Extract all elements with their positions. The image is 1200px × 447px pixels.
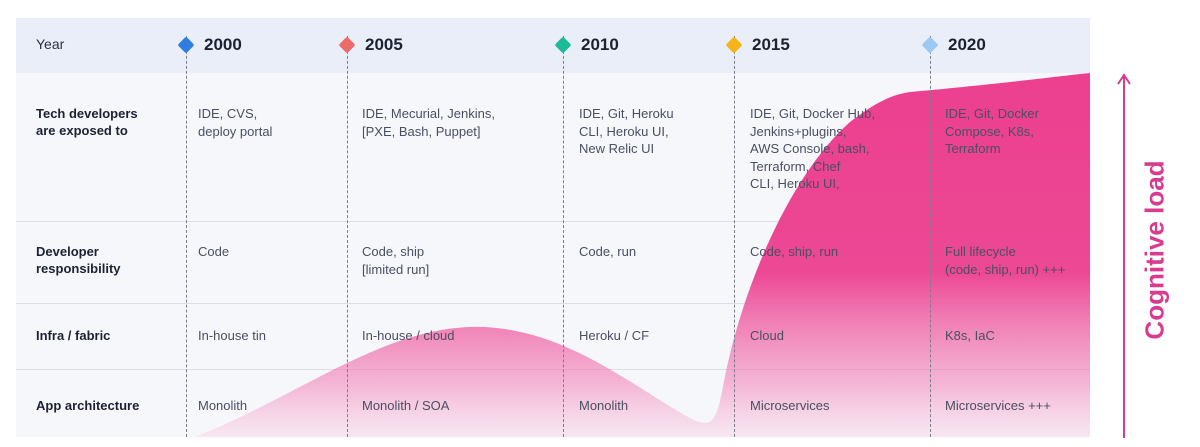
header-band — [16, 18, 1090, 73]
cell-2-2005: Code, ship [limited run] — [362, 244, 430, 277]
cell-1-2000: IDE, CVS, deploy portal — [198, 106, 273, 139]
year-divider-2000 — [186, 36, 187, 437]
year-2015: 2015 — [725, 32, 790, 58]
cell-4-2010: Monolith — [579, 398, 629, 413]
year-label: 2020 — [948, 35, 986, 54]
cell-3-2020: K8s, IaC — [945, 328, 995, 343]
diamond-icon — [921, 36, 939, 54]
cell-3-2010: Heroku / CF — [579, 328, 650, 343]
row-divider — [16, 303, 1090, 304]
cell-3-2005: In-house / cloud — [362, 328, 455, 343]
year-divider-2015 — [734, 36, 735, 437]
year-label: 2015 — [752, 35, 790, 54]
year-label: 2000 — [204, 35, 242, 54]
row-label-tech-exposure: Tech developers are exposed to — [36, 106, 138, 138]
cell-4-2020: Microservices +++ — [945, 398, 1051, 413]
axis-label-cognitive-load: Cognitive load — [1139, 160, 1170, 340]
cell-2-2015: Code, ship, run — [750, 244, 839, 259]
cell-2-2000: Code — [198, 244, 230, 259]
row-label-developer-responsibility: Developer responsibility — [36, 244, 121, 276]
year-2005: 2005 — [338, 32, 403, 58]
diamond-icon — [338, 36, 356, 54]
diamond-icon — [177, 36, 195, 54]
year-column-header: Year — [36, 36, 65, 52]
cell-1-2010: IDE, Git, Heroku CLI, Heroku UI, New Relic… — [579, 106, 674, 156]
cell-3-2000: In-house tin — [198, 328, 266, 343]
cell-2-2020: Full lifecycle (code, ship, run) +++ — [945, 244, 1066, 277]
year-label: 2005 — [365, 35, 403, 54]
row-label-infra-fabric: Infra / fabric — [36, 328, 111, 343]
year-divider-2010 — [563, 36, 564, 437]
cell-1-2015: IDE, Git, Docker Hub, Jenkins+plugins, AWS… — [750, 106, 875, 191]
diamond-icon — [725, 36, 743, 54]
row-divider — [16, 221, 1090, 222]
cell-4-2005: Monolith / SOA — [362, 398, 450, 413]
year-divider-2005 — [347, 36, 348, 437]
year-2000: 2000 — [177, 32, 242, 58]
year-divider-2020 — [930, 36, 931, 437]
cell-1-2005: IDE, Mecurial, Jenkins, [PXE, Bash, Puppe… — [362, 106, 495, 139]
wave-area — [195, 73, 1090, 437]
cell-4-2015: Microservices — [750, 398, 830, 413]
cell-3-2015: Cloud — [750, 328, 784, 343]
year-2010: 2010 — [554, 32, 619, 58]
cell-2-2010: Code, run — [579, 244, 637, 259]
year-2020: 2020 — [921, 32, 986, 58]
cell-4-2000: Monolith — [198, 398, 248, 413]
year-label: 2010 — [581, 35, 619, 54]
up-arrow-icon — [1117, 73, 1131, 438]
row-label-app-architecture: App architecture — [36, 398, 140, 413]
cell-1-2020: IDE, Git, Docker Compose, K8s, Terraform — [945, 106, 1039, 156]
diamond-icon — [554, 36, 572, 54]
